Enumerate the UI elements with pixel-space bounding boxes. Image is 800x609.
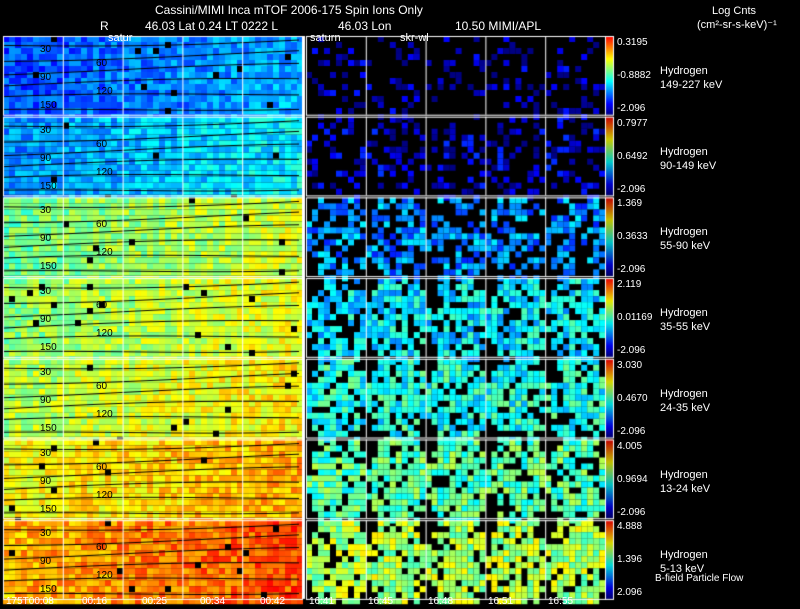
contour-label: 30	[40, 528, 52, 540]
label-satur: satur	[108, 32, 133, 44]
label-skr-wl: skr-wl	[400, 32, 429, 44]
colorbar-mid-label: 0.9694	[617, 473, 648, 485]
contour-label: 30	[40, 124, 52, 136]
colorbar-units-title: Log Cnts	[712, 5, 757, 17]
contour-label: 60	[96, 58, 108, 69]
colorbar-mid-label: 0.4670	[617, 392, 648, 404]
x-tick-label: 00:34	[200, 596, 226, 607]
contour-label: 120	[96, 489, 113, 501]
contour-label: 120	[96, 328, 113, 340]
colorbar-max-label: 1.369	[617, 198, 643, 210]
species-label: Hydrogen	[660, 65, 708, 77]
contour-label: 30	[40, 447, 52, 459]
header-instrument: 10.50 MIMI/APL	[455, 19, 542, 33]
species-label: Hydrogen	[660, 387, 708, 400]
colorbar-max-label: 0.7977	[617, 117, 648, 129]
contour-label: 150	[40, 584, 57, 596]
x-tick-label: 16:55	[548, 596, 574, 607]
contour-label: 60	[96, 461, 108, 473]
colorbar-max-label: 2.119	[617, 279, 642, 291]
colorbar-min-label: -2.096	[617, 264, 646, 276]
colorbar-mid-label: -0.8882	[617, 70, 651, 81]
contour-label: 60	[96, 380, 108, 392]
contour-label: 150	[40, 100, 57, 111]
contour-label: 120	[96, 408, 113, 420]
x-tick-label: 175T00:08	[6, 596, 54, 607]
species-label: Hydrogen	[660, 226, 708, 239]
colorbar-min-label: -2.096	[617, 183, 646, 195]
colorbar-mid-label: 0.3633	[617, 231, 648, 243]
contour-label: 90	[40, 556, 52, 568]
colorbar-max-label: 4.888	[617, 521, 643, 533]
colorbar-mid-label: 0.6492	[617, 150, 648, 162]
energy-range-label: 35-55 keV	[660, 321, 711, 334]
colorbar-min-label: -2.096	[617, 425, 646, 437]
header-lon: 46.03 Lon	[338, 19, 392, 33]
header-lat-lt: 46.03 Lat 0.24 LT 0222 L	[145, 19, 279, 33]
species-label: Hydrogen	[660, 468, 708, 481]
species-label: Hydrogen	[660, 307, 708, 320]
contour-label: 30	[40, 44, 52, 55]
contour-label: 60	[96, 542, 108, 554]
colorbar-min-label: -2.096	[617, 103, 646, 114]
contour-label: 150	[40, 180, 57, 192]
x-tick-label: 00:42	[260, 596, 286, 607]
energy-range-label: 149-227 keV	[660, 79, 723, 91]
contour-label: 120	[96, 166, 113, 178]
colorbar-max-label: 0.3195	[617, 37, 648, 48]
energy-range-label: 55-90 keV	[660, 240, 711, 253]
colorbar-mid-label: 0.01169	[617, 312, 653, 324]
contour-label: 150	[40, 503, 57, 515]
header-r-label: R	[100, 19, 109, 33]
contour-label: 120	[96, 570, 113, 582]
species-label: Hydrogen	[660, 549, 708, 562]
contour-label: 30	[40, 205, 52, 217]
contour-label: 90	[40, 394, 52, 406]
energy-range-label: 5-13 keV	[660, 563, 705, 576]
contour-label: 150	[40, 261, 57, 273]
x-tick-label: 16:45	[368, 596, 394, 607]
energy-range-label: 90-149 keV	[660, 159, 717, 172]
contour-label: 90	[40, 233, 52, 245]
colorbar-min-label: -2.096	[617, 506, 646, 518]
contour-label: 120	[96, 247, 113, 259]
colorbar-min-label: 2.096	[617, 587, 643, 599]
label-saturn: saturn	[310, 32, 341, 44]
contour-label: 60	[96, 300, 108, 312]
contour-label: 90	[40, 314, 52, 326]
contour-label: 90	[40, 152, 52, 164]
energy-range-label: 13-24 keV	[660, 482, 711, 495]
x-tick-label: 16:48	[428, 596, 454, 607]
x-tick-label: 16:41	[309, 596, 335, 607]
energy-range-label: 24-35 keV	[660, 401, 711, 414]
contour-label: 30	[40, 366, 52, 378]
x-tick-label: 16:51	[488, 596, 514, 607]
colorbar-max-label: 3.030	[617, 359, 643, 371]
contour-label: 60	[96, 138, 108, 150]
contour-label: 150	[40, 342, 57, 354]
x-tick-label: 00:25	[142, 596, 168, 607]
bfield-note: B-field Particle Flow	[655, 573, 744, 584]
x-tick-label: 00:16	[82, 596, 108, 607]
species-label: Hydrogen	[660, 145, 708, 158]
colorbar-min-label: -2.096	[617, 345, 646, 357]
chart-title: Cassini/MIMI Inca mTOF 2006-175 Spin Ion…	[155, 3, 423, 17]
contour-label: 30	[40, 286, 52, 298]
contour-label: 60	[96, 219, 108, 231]
contour-label: 90	[40, 475, 52, 487]
contour-label: 90	[40, 72, 52, 83]
contour-label: 150	[40, 422, 57, 434]
colorbar-units-subtitle: (cm²-sr-s-keV)⁻¹	[697, 19, 777, 31]
colorbar-max-label: 4.005	[617, 440, 643, 452]
colorbar-mid-label: 1.396	[617, 554, 643, 566]
contour-label: 120	[96, 86, 113, 97]
